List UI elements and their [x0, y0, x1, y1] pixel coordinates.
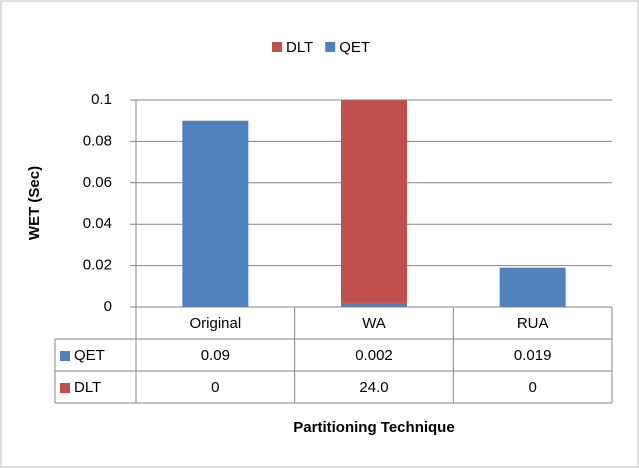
table-legend-key: [60, 351, 70, 361]
legend-key: [325, 42, 336, 52]
bar: [341, 100, 407, 303]
y-tick-label: 0: [104, 298, 112, 315]
y-tick-label: 0.1: [91, 91, 112, 108]
y-tick-label: 0.06: [83, 174, 112, 191]
bars: [182, 100, 566, 307]
x-axis-label: Partitioning Technique: [293, 419, 454, 436]
x-tick-label: Original: [189, 315, 241, 332]
y-tick-label: 0.04: [83, 215, 112, 232]
x-tick-label: WA: [362, 315, 386, 332]
table-value: 0: [528, 379, 536, 396]
table-legend-key: [60, 383, 70, 393]
y-axis-label: WET (Sec): [26, 166, 43, 240]
table-series-name: DLT: [74, 379, 101, 396]
y-tick-label: 0.02: [83, 257, 112, 274]
bar: [341, 302, 407, 307]
table-series-name: QET: [74, 347, 105, 364]
legend-key: [272, 42, 282, 52]
table-value: 0: [211, 379, 219, 396]
bar: [499, 267, 566, 307]
x-tick-label: RUA: [517, 315, 549, 332]
legend-label: QET: [339, 39, 370, 56]
bar: [182, 120, 249, 307]
table-value: 0.002: [355, 347, 393, 364]
table-value: 0.019: [514, 347, 552, 364]
legend-label: DLT: [286, 39, 313, 56]
y-tick-label: 0.08: [83, 132, 112, 149]
table-value: 24.0: [359, 379, 388, 396]
table-value: 0.09: [201, 347, 230, 364]
